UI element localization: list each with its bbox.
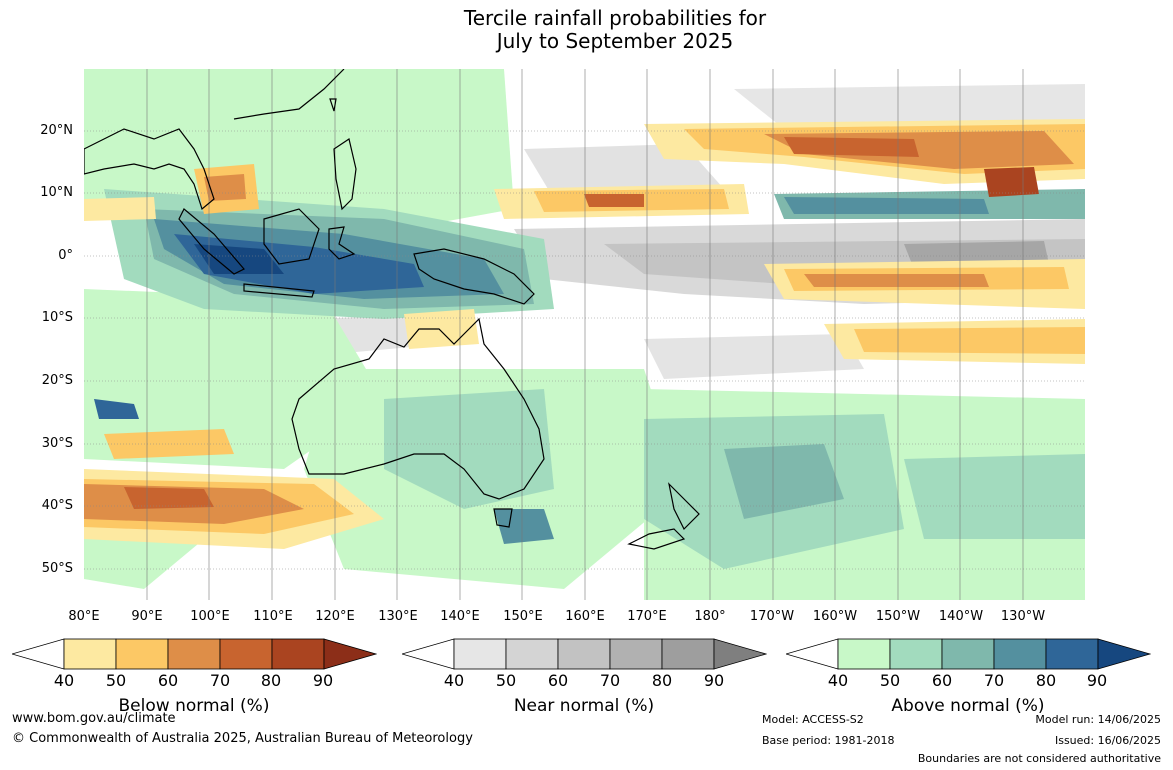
lon-label-130w: 130°W [1000, 609, 1046, 624]
taiwan-coastline [329, 98, 337, 112]
below-normal-areas [84, 119, 1085, 549]
colorbar-swatch [505, 638, 559, 670]
footer-disclaimer: Boundaries are not considered authoritat… [917, 752, 1161, 765]
sulawesi-coastline [328, 226, 356, 260]
colorbar-swatch-low [12, 638, 65, 670]
tasmania-coastline [493, 508, 513, 528]
colorbar-above-normal-title: Above normal (%) [891, 696, 1045, 716]
colorbar-swatch [219, 638, 273, 670]
colorbar-swatch-high [1097, 638, 1151, 670]
footer-copyright: © Commonwealth of Australia 2025, Austra… [12, 731, 473, 746]
footer-model: Model: ACCESS-S2 [762, 713, 864, 726]
colorbar-swatch-low [786, 638, 839, 670]
cb-above-tick-60: 60 [931, 671, 953, 690]
colorbar-swatch [609, 638, 663, 670]
colorbar-swatch [167, 638, 221, 670]
cb-below-tick-60: 60 [157, 671, 179, 690]
lon-label-150e: 150°E [503, 609, 543, 624]
cb-near-tick-50: 50 [495, 671, 517, 690]
lon-label-120e: 120°E [315, 609, 355, 624]
lat-label-30s: 30°S [41, 436, 73, 451]
cb-near-tick-60: 60 [547, 671, 569, 690]
lon-label-160e: 160°E [565, 609, 605, 624]
cb-below-tick-70: 70 [209, 671, 231, 690]
lat-label-50s: 50°S [41, 561, 73, 576]
colorbar-swatch [453, 638, 507, 670]
cb-near-tick-80: 80 [651, 671, 673, 690]
cb-near-tick-90: 90 [703, 671, 725, 690]
cb-near-tick-70: 70 [599, 671, 621, 690]
colorbar-near-normal-title: Near normal (%) [513, 696, 655, 716]
china-coastline [233, 69, 345, 120]
lat-label-20s: 20°S [41, 373, 73, 388]
colorbar-swatch-high [323, 638, 377, 670]
colorbar-swatch [993, 638, 1047, 670]
cb-above-tick-90: 90 [1086, 671, 1108, 690]
lon-label-160w: 160°W [812, 609, 858, 624]
cb-below-tick-40: 40 [53, 671, 75, 690]
colorbar-below-normal-title: Below normal (%) [118, 696, 270, 716]
lon-label-90e: 90°E [131, 609, 163, 624]
lat-label-10s: 10°S [41, 310, 73, 325]
lat-label-20n: 20°N [40, 123, 73, 138]
colorbar-swatch [63, 638, 117, 670]
lon-label-170w: 170°W [749, 609, 795, 624]
above-normal-areas [84, 69, 1085, 600]
lon-label-100e: 100°E [190, 609, 230, 624]
cb-above-tick-50: 50 [879, 671, 901, 690]
colorbar-swatch-high [713, 638, 767, 670]
footer-website-link[interactable]: www.bom.gov.au/climate [12, 711, 176, 726]
lon-label-110e: 110°E [253, 609, 293, 624]
cb-above-tick-70: 70 [983, 671, 1005, 690]
lon-label-170e: 170°E [627, 609, 667, 624]
cb-near-tick-40: 40 [443, 671, 465, 690]
colorbar-swatch-low [402, 638, 455, 670]
rainfall-probability-map [84, 69, 1085, 600]
new-zealand-north-coastline [668, 482, 700, 531]
lat-label-40s: 40°S [41, 498, 73, 513]
australia-coastline [291, 317, 545, 500]
lon-label-130e: 130°E [378, 609, 418, 624]
map-title-line1: Tercile rainfall probabilities for [463, 6, 767, 30]
footer-model-run: Model run: 14/06/2025 [1035, 713, 1161, 726]
footer-base-period: Base period: 1981-2018 [762, 734, 895, 747]
lat-label-10n: 10°N [40, 185, 73, 200]
cb-below-tick-80: 80 [260, 671, 282, 690]
footer-issued: Issued: 16/06/2025 [1054, 734, 1161, 747]
cb-above-tick-80: 80 [1035, 671, 1057, 690]
map-title-line2: July to September 2025 [496, 29, 734, 53]
lon-label-180: 180° [694, 609, 726, 624]
new-guinea-coastline [413, 248, 535, 305]
cb-above-tick-40: 40 [827, 671, 849, 690]
map-meridians [146, 69, 1024, 600]
asia-mainland-coastline [84, 128, 215, 211]
lon-label-80e: 80°E [68, 609, 100, 624]
colorbar-swatch [837, 638, 891, 670]
colorbar-swatch [115, 638, 169, 670]
sumatra-coastline [178, 208, 245, 275]
lat-label-0: 0° [58, 248, 73, 263]
new-zealand-south-coastline [627, 528, 686, 550]
colorbar-swatch [1045, 638, 1099, 670]
lon-label-140w: 140°W [938, 609, 984, 624]
colorbar-above-normal [786, 638, 1151, 670]
lon-label-150w: 150°W [875, 609, 921, 624]
colorbar-below-normal [12, 638, 377, 670]
colorbar-swatch [557, 638, 611, 670]
coastlines [84, 69, 700, 550]
cb-below-tick-90: 90 [312, 671, 334, 690]
lon-label-140e: 140°E [440, 609, 480, 624]
colorbar-swatch [661, 638, 715, 670]
borneo-coastline [263, 208, 320, 265]
philippines-coastline [333, 138, 357, 211]
colorbar-swatch [941, 638, 995, 670]
colorbar-swatch [889, 638, 943, 670]
java-coastline [243, 283, 315, 298]
cb-below-tick-50: 50 [105, 671, 127, 690]
map-graticule [84, 130, 1085, 570]
colorbar-swatch [271, 638, 325, 670]
colorbar-near-normal [402, 638, 767, 670]
